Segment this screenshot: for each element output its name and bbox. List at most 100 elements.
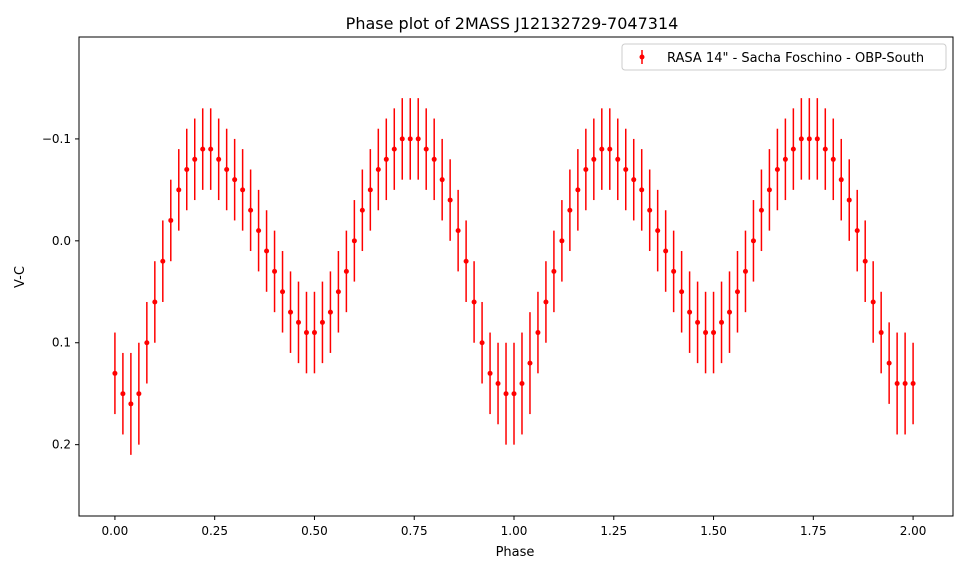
data-point [407, 136, 413, 142]
data-point [447, 197, 453, 203]
data-point [391, 146, 397, 152]
data-point [774, 166, 780, 172]
data-point [319, 319, 325, 325]
data-point [240, 187, 246, 193]
data-point [359, 207, 365, 213]
x-axis-label: Phase [496, 545, 535, 560]
data-point [870, 299, 876, 305]
data-point [511, 391, 517, 397]
data-point [232, 177, 238, 183]
data-point [383, 156, 389, 162]
data-point [295, 319, 301, 325]
data-point [112, 370, 118, 376]
data-point [535, 330, 541, 336]
data-point [814, 136, 820, 142]
data-point [335, 289, 341, 295]
data-point [327, 309, 333, 315]
data-point [798, 136, 804, 142]
data-point [519, 381, 525, 387]
x-tick-label: 0.25 [201, 524, 228, 538]
legend-label: RASA 14" - Sacha Foschino - OBP-South [667, 51, 924, 66]
x-tick-label: 1.00 [501, 524, 528, 538]
data-point [487, 370, 493, 376]
data-point [687, 309, 693, 315]
x-tick-label: 1.25 [600, 524, 627, 538]
data-point [719, 319, 725, 325]
data-point [567, 207, 573, 213]
data-point [415, 136, 421, 142]
data-point [607, 146, 613, 152]
data-point [838, 177, 844, 183]
data-point [455, 228, 461, 234]
data-point [423, 146, 429, 152]
y-tick-label: 0.2 [52, 438, 71, 452]
data-point [128, 401, 134, 407]
legend: RASA 14" - Sacha Foschino - OBP-South [621, 43, 947, 71]
data-point [615, 156, 621, 162]
data-point [192, 156, 198, 162]
x-axis: 0.00 0.25 0.50 0.75 1.00 1.25 1.50 1.75 2.00 [102, 516, 927, 538]
data-point [471, 299, 477, 305]
x-tick-label: 1.50 [700, 524, 727, 538]
data-point [623, 166, 629, 172]
data-point [886, 360, 892, 366]
legend-box [621, 43, 947, 71]
data-point [248, 207, 254, 213]
x-tick-label: 1.75 [800, 524, 827, 538]
data-point [655, 228, 661, 234]
data-point [639, 187, 645, 193]
data-point [303, 330, 309, 336]
data-point [120, 391, 126, 397]
y-axis: −0.1 0.0 0.1 0.2 [42, 132, 79, 452]
legend-point-marker [639, 54, 645, 60]
data-point [272, 268, 278, 274]
x-tick-label: 2.00 [900, 524, 927, 538]
data-point [551, 268, 557, 274]
data-point [176, 187, 182, 193]
data-point [591, 156, 597, 162]
x-tick-label: 0.00 [102, 524, 129, 538]
data-point [599, 146, 605, 152]
data-point [136, 391, 142, 397]
data-point [758, 207, 764, 213]
data-point [367, 187, 373, 193]
data-point [583, 166, 589, 172]
x-tick-label: 0.75 [401, 524, 428, 538]
data-point [375, 166, 381, 172]
data-point [399, 136, 405, 142]
data-point [830, 156, 836, 162]
data-point [152, 299, 158, 305]
data-point [878, 330, 884, 336]
data-point [431, 156, 437, 162]
data-point [711, 330, 717, 336]
x-tick-label: 0.50 [301, 524, 328, 538]
data-point [208, 146, 214, 152]
data-point [671, 268, 677, 274]
data-point [806, 136, 812, 142]
data-point [647, 207, 653, 213]
data-point [527, 360, 533, 366]
data-point [742, 268, 748, 274]
data-point [264, 248, 270, 254]
data-point [351, 238, 357, 244]
data-point [256, 228, 262, 234]
data-point [910, 381, 916, 387]
plot-area [112, 98, 916, 455]
data-point [280, 289, 286, 295]
data-point [790, 146, 796, 152]
data-point [703, 330, 709, 336]
data-point [766, 187, 772, 193]
data-point [495, 381, 501, 387]
y-axis-label: V-C [13, 266, 28, 288]
data-point [160, 258, 166, 264]
data-point [184, 166, 190, 172]
data-point [782, 156, 788, 162]
data-point [750, 238, 756, 244]
data-point [479, 340, 485, 346]
data-point [663, 248, 669, 254]
y-tick-label: −0.1 [42, 132, 71, 146]
data-point [224, 166, 230, 172]
data-point [846, 197, 852, 203]
data-point [439, 177, 445, 183]
data-point [631, 177, 637, 183]
